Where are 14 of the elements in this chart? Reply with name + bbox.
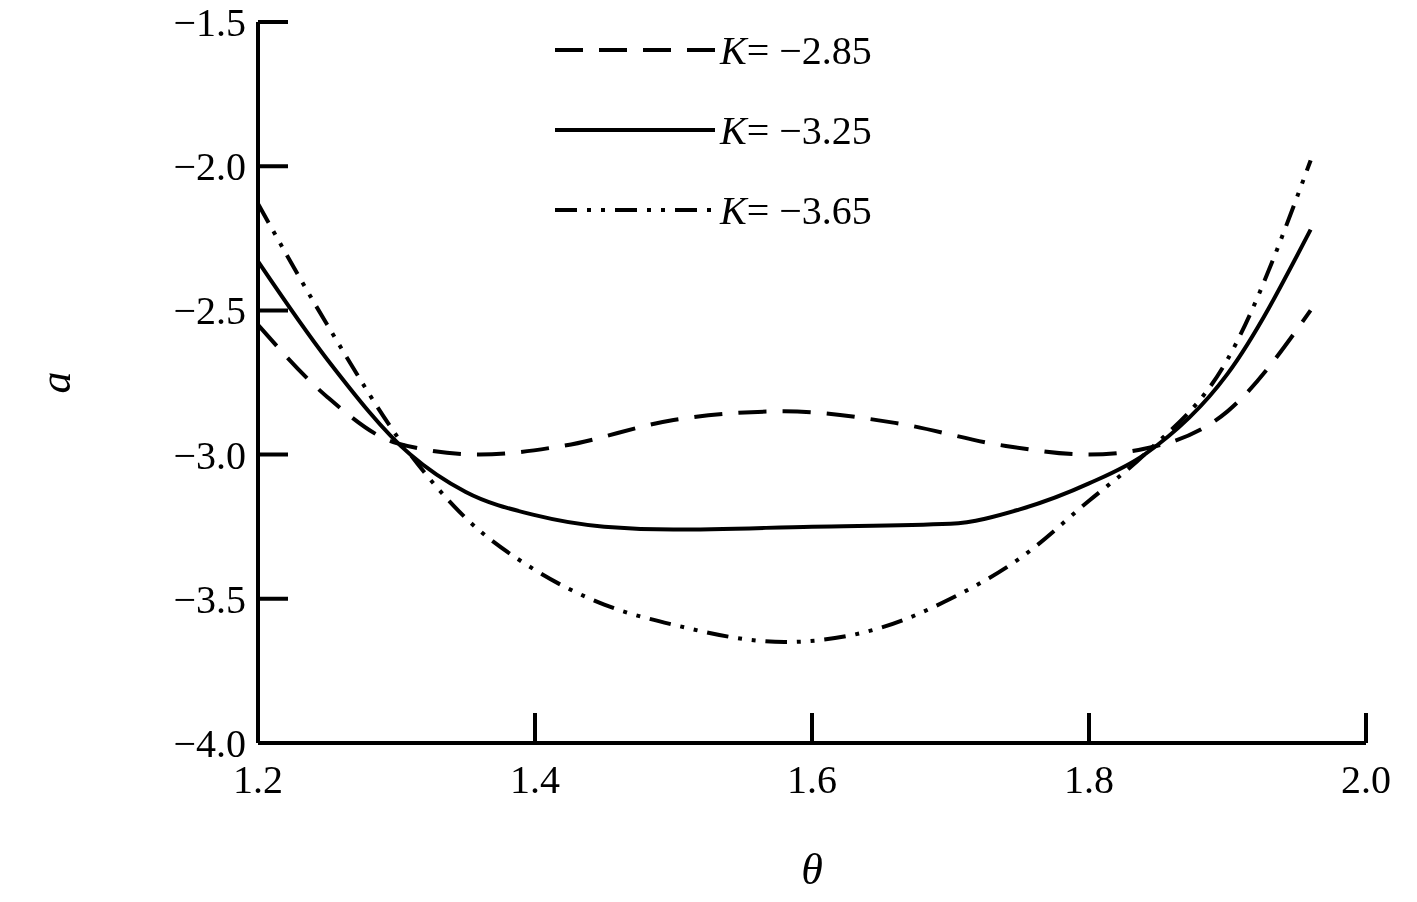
y-tick-label: −1.5: [173, 0, 246, 45]
legend-label: K= −3.65: [719, 188, 872, 233]
legend-label: K= −3.25: [719, 108, 872, 153]
y-tick-label: −3.5: [173, 576, 246, 622]
x-tick-label: 1.8: [1064, 757, 1114, 802]
x-tick-label: 1.4: [510, 757, 560, 802]
y-axis-title: a: [31, 371, 80, 394]
legend-label: K= −2.85: [719, 28, 872, 73]
x-axis-title: θ: [801, 845, 823, 894]
y-tick-label: −3.0: [173, 432, 246, 478]
x-tick-label: 2.0: [1341, 757, 1391, 802]
y-tick-label: −2.0: [173, 144, 246, 190]
x-tick-label: 1.6: [787, 757, 837, 802]
y-tick-label: −2.5: [173, 288, 246, 334]
